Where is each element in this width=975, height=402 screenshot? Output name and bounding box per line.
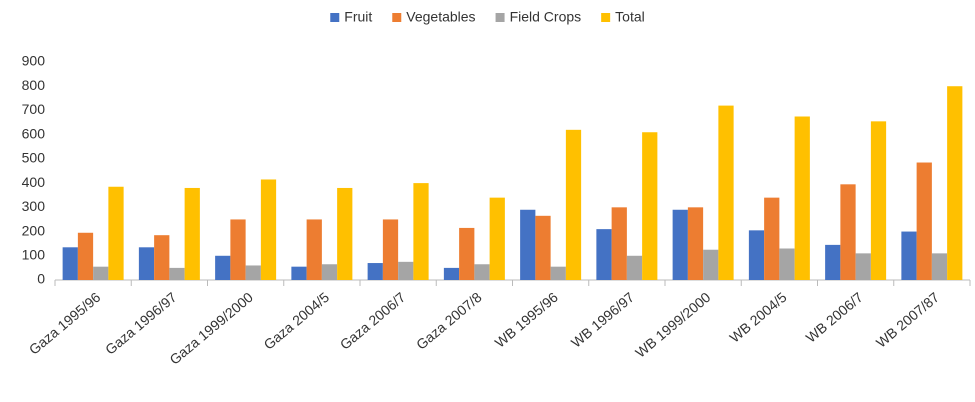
legend-label: Total: [615, 9, 645, 25]
x-tick-label: Gaza 1999/2000: [166, 289, 256, 368]
x-tick-label: Gaza 1996/97: [102, 289, 180, 358]
x-tick-label: WB 1996/97: [568, 289, 637, 351]
bar: [245, 265, 261, 280]
bar: [870, 121, 887, 280]
bar: [687, 207, 704, 280]
y-tick-label: 0: [37, 271, 45, 287]
bar: [321, 264, 338, 280]
bar: [855, 253, 871, 280]
bar: [794, 116, 810, 280]
y-tick-label: 100: [22, 246, 46, 262]
bar: [565, 129, 582, 280]
bar: [611, 207, 627, 280]
bar: [474, 264, 490, 280]
bar: [154, 235, 170, 280]
bar: [642, 132, 658, 280]
bar: [382, 219, 399, 280]
bar: [672, 209, 688, 280]
bar: [489, 197, 505, 280]
bar: [443, 267, 460, 280]
bar: [901, 231, 917, 280]
y-tick-label: 700: [22, 101, 46, 117]
bar: [108, 186, 124, 280]
legend-swatch: [601, 13, 611, 22]
bar: [184, 187, 200, 280]
legend-swatch: [392, 13, 402, 22]
bar: [230, 219, 246, 280]
y-tick-label: 300: [22, 198, 46, 214]
x-tick-label: WB 2006/7: [803, 289, 867, 346]
bar: [931, 253, 948, 280]
bar: [718, 105, 734, 280]
legend-swatch: [495, 13, 505, 22]
x-tick-label: Gaza 1995/96: [26, 289, 104, 358]
bar: [413, 183, 429, 280]
y-tick-label: 800: [22, 77, 46, 93]
x-tick-label: Gaza 2007/8: [413, 289, 485, 353]
y-tick-label: 500: [22, 150, 46, 166]
bar: [62, 247, 78, 280]
bar: [535, 215, 551, 280]
bar: [77, 232, 94, 280]
bar: [916, 162, 932, 280]
x-tick-label: Gaza 2006/7: [337, 289, 409, 353]
x-tick-label: WB 2007/87: [873, 289, 942, 351]
bar: [306, 219, 322, 280]
bar: [215, 255, 231, 280]
bar: [550, 266, 566, 280]
legend-label: Vegetables: [406, 9, 475, 25]
bar: [825, 244, 841, 280]
y-tick-label: 200: [22, 222, 46, 238]
bar: [520, 209, 536, 280]
bar: [779, 248, 795, 280]
bar: [93, 266, 109, 280]
y-tick-label: 900: [22, 53, 46, 69]
y-tick-label: 400: [22, 174, 46, 190]
bar: [138, 247, 155, 280]
x-tick-label: WB 1995/96: [492, 289, 561, 351]
legend-swatch: [330, 13, 340, 22]
bar: [764, 197, 780, 280]
bar: [626, 255, 643, 280]
x-tick-label: WB 2004/5: [726, 289, 790, 346]
bar: [398, 261, 414, 280]
x-tick-label: Gaza 2004/5: [260, 289, 332, 353]
legend-label: Fruit: [344, 9, 372, 25]
bar: [840, 184, 856, 280]
bar: [748, 230, 765, 280]
bar: [367, 263, 383, 280]
legend-label: Field Crops: [510, 9, 582, 25]
bar: [337, 187, 353, 280]
bar: [703, 249, 719, 280]
bar: [169, 267, 185, 280]
bar: [291, 266, 307, 280]
bar: [459, 227, 475, 280]
bar: [947, 86, 963, 280]
bar: [260, 179, 277, 280]
bar: [596, 229, 612, 280]
y-tick-label: 600: [22, 125, 46, 141]
x-tick-label: WB 1999/2000: [632, 289, 713, 361]
